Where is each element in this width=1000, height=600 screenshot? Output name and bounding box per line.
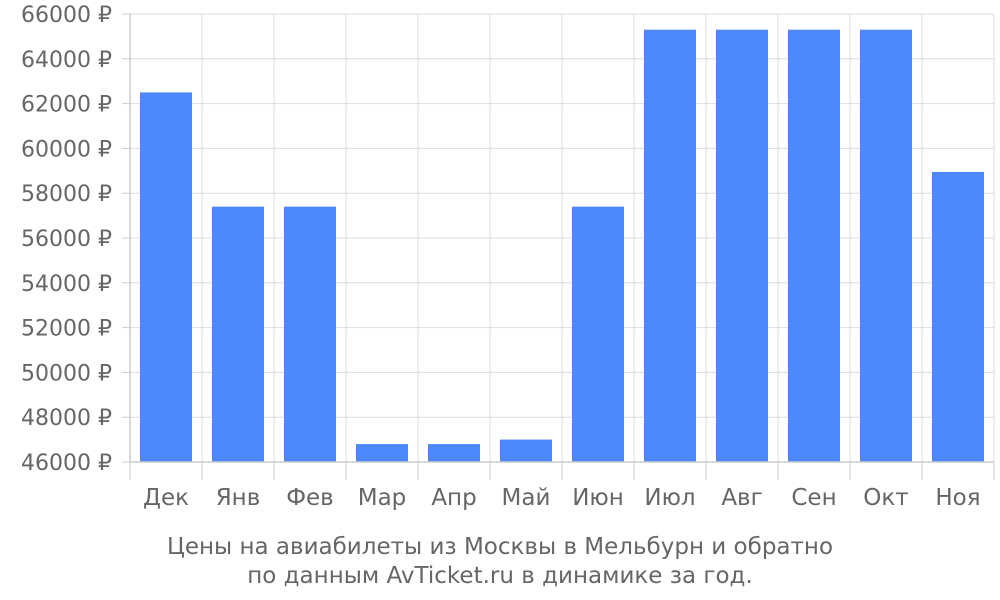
y-tick-label: 56000 ₽: [21, 227, 112, 252]
chart-caption-line-1: Цены на авиабилеты из Москвы в Мельбурн …: [166, 534, 834, 560]
axes: [122, 13, 995, 480]
x-tick-label: Июл: [644, 485, 695, 511]
bar-3: [284, 206, 336, 462]
bar-4: [356, 444, 408, 462]
bar-11: [860, 29, 912, 463]
x-tick-label: Окт: [863, 485, 908, 511]
y-tick-label: 48000 ₽: [21, 406, 112, 431]
bar-8: [644, 29, 696, 463]
y-tick-label: 50000 ₽: [21, 361, 112, 386]
y-tick-label: 64000 ₽: [21, 48, 112, 73]
y-tick-labels: 46000 ₽ 48000 ₽ 50000 ₽ 52000 ₽ 54000 ₽ 56000…: [21, 3, 112, 476]
y-tick-label: 66000 ₽: [21, 3, 112, 28]
bar-12: [932, 171, 984, 463]
x-tick-label: Ноя: [935, 485, 980, 511]
x-tick-label: Авг: [721, 485, 762, 511]
bar-6: [500, 439, 552, 462]
bar-1: [140, 92, 192, 463]
y-tick-label: 54000 ₽: [21, 272, 112, 297]
bar-9: [716, 29, 768, 463]
x-tick-label: Фев: [286, 485, 334, 511]
y-tick-label: 58000 ₽: [21, 182, 112, 207]
bar-10: [788, 29, 840, 463]
x-tick-label: Апр: [431, 485, 476, 511]
x-tick-label: Мар: [358, 485, 407, 511]
y-tick-label: 52000 ₽: [21, 317, 112, 342]
bar-2: [212, 206, 264, 462]
x-tick-label: Сен: [791, 485, 836, 511]
x-tick-label: Июн: [572, 485, 624, 511]
y-tick-label: 46000 ₽: [21, 451, 112, 476]
x-tick-label: Дек: [143, 485, 189, 511]
y-tick-label: 62000 ₽: [21, 93, 112, 118]
chart-caption-line-2: по данным AvTicket.ru в динамике за год.: [247, 563, 753, 589]
bar-chart: 46000 ₽ 48000 ₽ 50000 ₽ 52000 ₽ 54000 ₽ 56000…: [21, 3, 995, 511]
bar-5: [428, 444, 480, 462]
x-tick-labels: Дек Янв Фев Мар Апр Май Июн Июл Авг Сен Окт Ноя: [143, 485, 981, 511]
x-tick-label: Май: [502, 485, 551, 511]
y-tick-label: 60000 ₽: [21, 137, 112, 162]
bars: [140, 29, 984, 463]
bar-7: [572, 206, 624, 462]
x-tick-label: Янв: [216, 485, 261, 511]
